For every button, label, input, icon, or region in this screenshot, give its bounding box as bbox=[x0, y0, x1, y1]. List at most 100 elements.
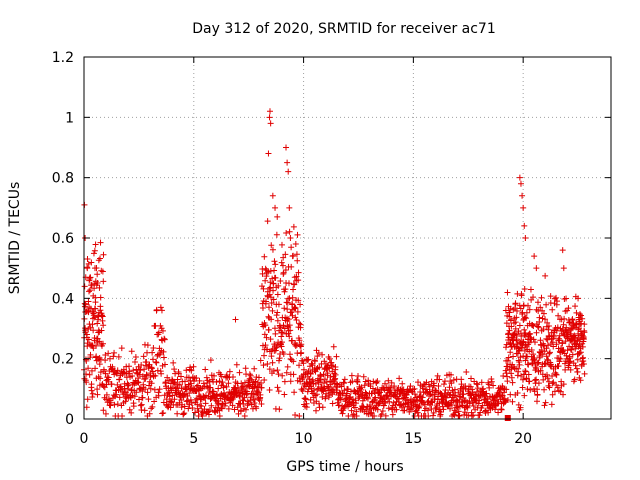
data-point bbox=[544, 371, 551, 378]
data-point bbox=[406, 408, 413, 415]
data-point bbox=[565, 305, 572, 312]
data-point bbox=[261, 253, 268, 260]
data-point bbox=[97, 307, 104, 314]
data-point bbox=[223, 383, 230, 390]
data-point bbox=[391, 383, 398, 390]
data-point bbox=[292, 412, 299, 419]
data-point bbox=[297, 324, 304, 331]
data-point bbox=[414, 409, 421, 416]
data-point bbox=[296, 342, 303, 349]
data-point bbox=[281, 305, 288, 312]
data-point bbox=[97, 239, 104, 246]
data-point bbox=[530, 322, 537, 329]
data-point bbox=[278, 329, 285, 336]
data-point bbox=[574, 368, 581, 375]
data-point bbox=[576, 341, 583, 348]
data-point bbox=[204, 379, 211, 386]
data-point bbox=[329, 363, 336, 370]
data-point bbox=[89, 342, 96, 349]
data-point bbox=[537, 304, 544, 311]
data-point bbox=[561, 315, 568, 322]
data-point bbox=[292, 314, 299, 321]
data-point bbox=[167, 404, 174, 411]
data-point bbox=[190, 363, 197, 370]
data-point bbox=[181, 391, 188, 398]
data-point bbox=[296, 320, 303, 327]
data-point bbox=[461, 409, 468, 416]
data-point bbox=[203, 374, 210, 381]
data-point bbox=[262, 277, 269, 284]
data-point bbox=[292, 342, 299, 349]
data-point bbox=[124, 385, 131, 392]
data-point bbox=[525, 371, 532, 378]
data-point bbox=[119, 412, 126, 419]
data-point bbox=[146, 410, 153, 417]
data-point bbox=[316, 364, 323, 371]
data-point bbox=[285, 168, 292, 175]
data-point bbox=[293, 251, 300, 258]
data-point bbox=[102, 357, 109, 364]
data-point bbox=[483, 390, 490, 397]
data-point bbox=[450, 376, 457, 383]
data-point bbox=[313, 407, 320, 414]
data-point bbox=[98, 267, 105, 274]
data-point bbox=[272, 204, 279, 211]
data-point bbox=[382, 380, 389, 387]
data-point bbox=[473, 388, 480, 395]
data-point bbox=[385, 405, 392, 412]
data-point bbox=[147, 385, 154, 392]
data-point bbox=[304, 357, 311, 364]
data-point bbox=[434, 372, 441, 379]
data-point bbox=[521, 314, 528, 321]
data-point bbox=[113, 370, 120, 377]
data-point bbox=[282, 266, 289, 273]
data-point bbox=[290, 223, 297, 230]
data-point bbox=[261, 331, 268, 338]
data-point bbox=[149, 403, 156, 410]
y-tick-label: 0.6 bbox=[52, 231, 74, 247]
data-point bbox=[505, 354, 512, 361]
data-point bbox=[375, 400, 382, 407]
data-point bbox=[87, 287, 94, 294]
data-point bbox=[279, 329, 286, 336]
data-point bbox=[531, 377, 538, 384]
data-point bbox=[221, 402, 228, 409]
data-point bbox=[572, 303, 579, 310]
data-point bbox=[486, 384, 493, 391]
data-point bbox=[263, 269, 270, 276]
data-point bbox=[573, 321, 580, 328]
data-point bbox=[545, 332, 552, 339]
data-point bbox=[385, 377, 392, 384]
data-point bbox=[258, 400, 265, 407]
data-point bbox=[260, 285, 267, 292]
data-point bbox=[262, 322, 269, 329]
data-point bbox=[148, 405, 155, 412]
data-point bbox=[441, 390, 448, 397]
data-point bbox=[149, 368, 156, 375]
data-point bbox=[161, 336, 168, 343]
data-point bbox=[402, 400, 409, 407]
data-point bbox=[504, 378, 511, 385]
data-point bbox=[267, 279, 274, 286]
data-point bbox=[341, 380, 348, 387]
data-point bbox=[521, 222, 528, 229]
data-point bbox=[137, 385, 144, 392]
data-point bbox=[285, 280, 292, 287]
data-point bbox=[569, 316, 576, 323]
data-point bbox=[516, 174, 523, 181]
data-point bbox=[263, 298, 270, 305]
data-point bbox=[507, 316, 514, 323]
data-point bbox=[150, 345, 157, 352]
data-point bbox=[292, 241, 299, 248]
data-point bbox=[300, 366, 307, 373]
data-point bbox=[436, 376, 443, 383]
data-point bbox=[545, 322, 552, 329]
data-point bbox=[512, 300, 519, 307]
data-point bbox=[350, 396, 357, 403]
data-point bbox=[88, 381, 95, 388]
data-point bbox=[231, 406, 238, 413]
data-point bbox=[216, 378, 223, 385]
data-point bbox=[530, 351, 537, 358]
data-point bbox=[320, 371, 327, 378]
axis-ticks: 0 0.2 0.4 0.6 0.8 1 1.2 0 5 10 15 20 bbox=[52, 50, 611, 447]
